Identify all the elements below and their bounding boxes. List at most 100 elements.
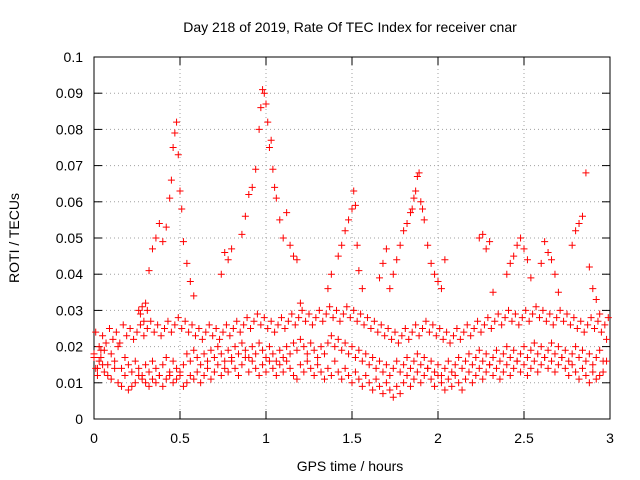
- data-point: [188, 321, 196, 329]
- data-point: [142, 299, 150, 307]
- data-point: [178, 325, 186, 332]
- data-point: [370, 317, 378, 325]
- data-point: [367, 325, 375, 332]
- data-point: [530, 357, 538, 365]
- x-tick-label: 0.5: [170, 430, 190, 446]
- data-point: [346, 314, 354, 322]
- data-point: [491, 317, 499, 325]
- data-point: [274, 321, 282, 329]
- data-point: [293, 346, 301, 354]
- data-point: [578, 364, 586, 372]
- data-point: [515, 321, 523, 329]
- data-point: [176, 187, 184, 195]
- data-point: [572, 368, 580, 376]
- data-point: [186, 277, 194, 285]
- data-point: [345, 372, 353, 380]
- data-point: [276, 216, 284, 224]
- data-point: [169, 357, 177, 365]
- data-point: [592, 375, 600, 383]
- data-point: [441, 256, 449, 264]
- data-point: [415, 332, 423, 340]
- data-point: [324, 364, 332, 372]
- data-point: [171, 129, 179, 137]
- data-point: [393, 357, 401, 365]
- data-point: [434, 361, 442, 369]
- data-point: [255, 125, 263, 133]
- data-point: [303, 350, 311, 358]
- data-point: [348, 379, 356, 387]
- data-point: [260, 314, 268, 322]
- data-point: [554, 288, 562, 296]
- data-point: [284, 317, 292, 325]
- data-point: [599, 357, 607, 365]
- data-point: [520, 245, 528, 253]
- data-point: [467, 332, 475, 340]
- data-point: [489, 288, 497, 296]
- data-point: [221, 357, 229, 365]
- data-point: [482, 368, 490, 376]
- data-point: [575, 375, 583, 383]
- data-point: [95, 357, 103, 365]
- data-point: [222, 321, 230, 329]
- data-point: [217, 270, 225, 278]
- data-point: [195, 325, 203, 332]
- data-point: [112, 328, 120, 336]
- data-point: [501, 314, 509, 322]
- y-axis-label: ROTI / TECUs: [6, 193, 22, 283]
- data-point: [431, 368, 439, 376]
- data-point: [204, 357, 212, 365]
- data-point: [420, 372, 428, 380]
- data-point: [255, 339, 263, 347]
- data-point: [104, 361, 112, 369]
- data-point: [362, 372, 370, 380]
- data-point: [179, 238, 187, 246]
- data-point: [128, 382, 136, 390]
- data-point: [465, 350, 473, 358]
- data-point: [240, 321, 248, 329]
- data-point: [479, 230, 487, 238]
- data-point: [406, 364, 414, 372]
- data-point: [413, 350, 421, 358]
- data-point: [441, 364, 449, 372]
- data-point: [308, 321, 316, 329]
- data-point: [279, 234, 287, 242]
- data-point: [408, 328, 416, 336]
- data-point: [548, 339, 556, 347]
- data-point: [561, 346, 569, 354]
- data-point: [136, 321, 144, 329]
- data-point: [417, 361, 425, 369]
- data-point: [107, 375, 115, 383]
- data-point: [269, 165, 277, 173]
- data-point: [427, 259, 435, 267]
- data-point: [186, 357, 194, 365]
- data-point: [513, 357, 521, 365]
- data-point: [539, 306, 547, 314]
- data-point: [401, 325, 409, 332]
- data-point: [566, 321, 574, 329]
- data-point: [419, 205, 427, 213]
- data-point: [584, 321, 592, 329]
- data-point: [202, 328, 210, 336]
- data-point: [272, 194, 280, 202]
- data-point: [596, 346, 604, 354]
- data-point: [264, 118, 272, 126]
- data-point: [603, 335, 611, 343]
- data-point: [585, 350, 593, 358]
- data-point: [420, 353, 428, 361]
- data-point: [444, 375, 452, 383]
- data-point: [243, 314, 251, 322]
- data-point: [463, 321, 471, 329]
- data-point: [470, 325, 478, 332]
- data-point: [161, 325, 169, 332]
- data-point: [123, 332, 131, 340]
- data-point: [472, 372, 480, 380]
- data-points: [90, 86, 612, 401]
- data-point: [596, 372, 604, 380]
- data-point: [405, 335, 413, 343]
- data-point: [319, 317, 327, 325]
- data-point: [479, 375, 487, 383]
- data-point: [307, 339, 315, 347]
- data-point: [331, 357, 339, 365]
- data-point: [351, 201, 359, 209]
- data-point: [114, 343, 122, 351]
